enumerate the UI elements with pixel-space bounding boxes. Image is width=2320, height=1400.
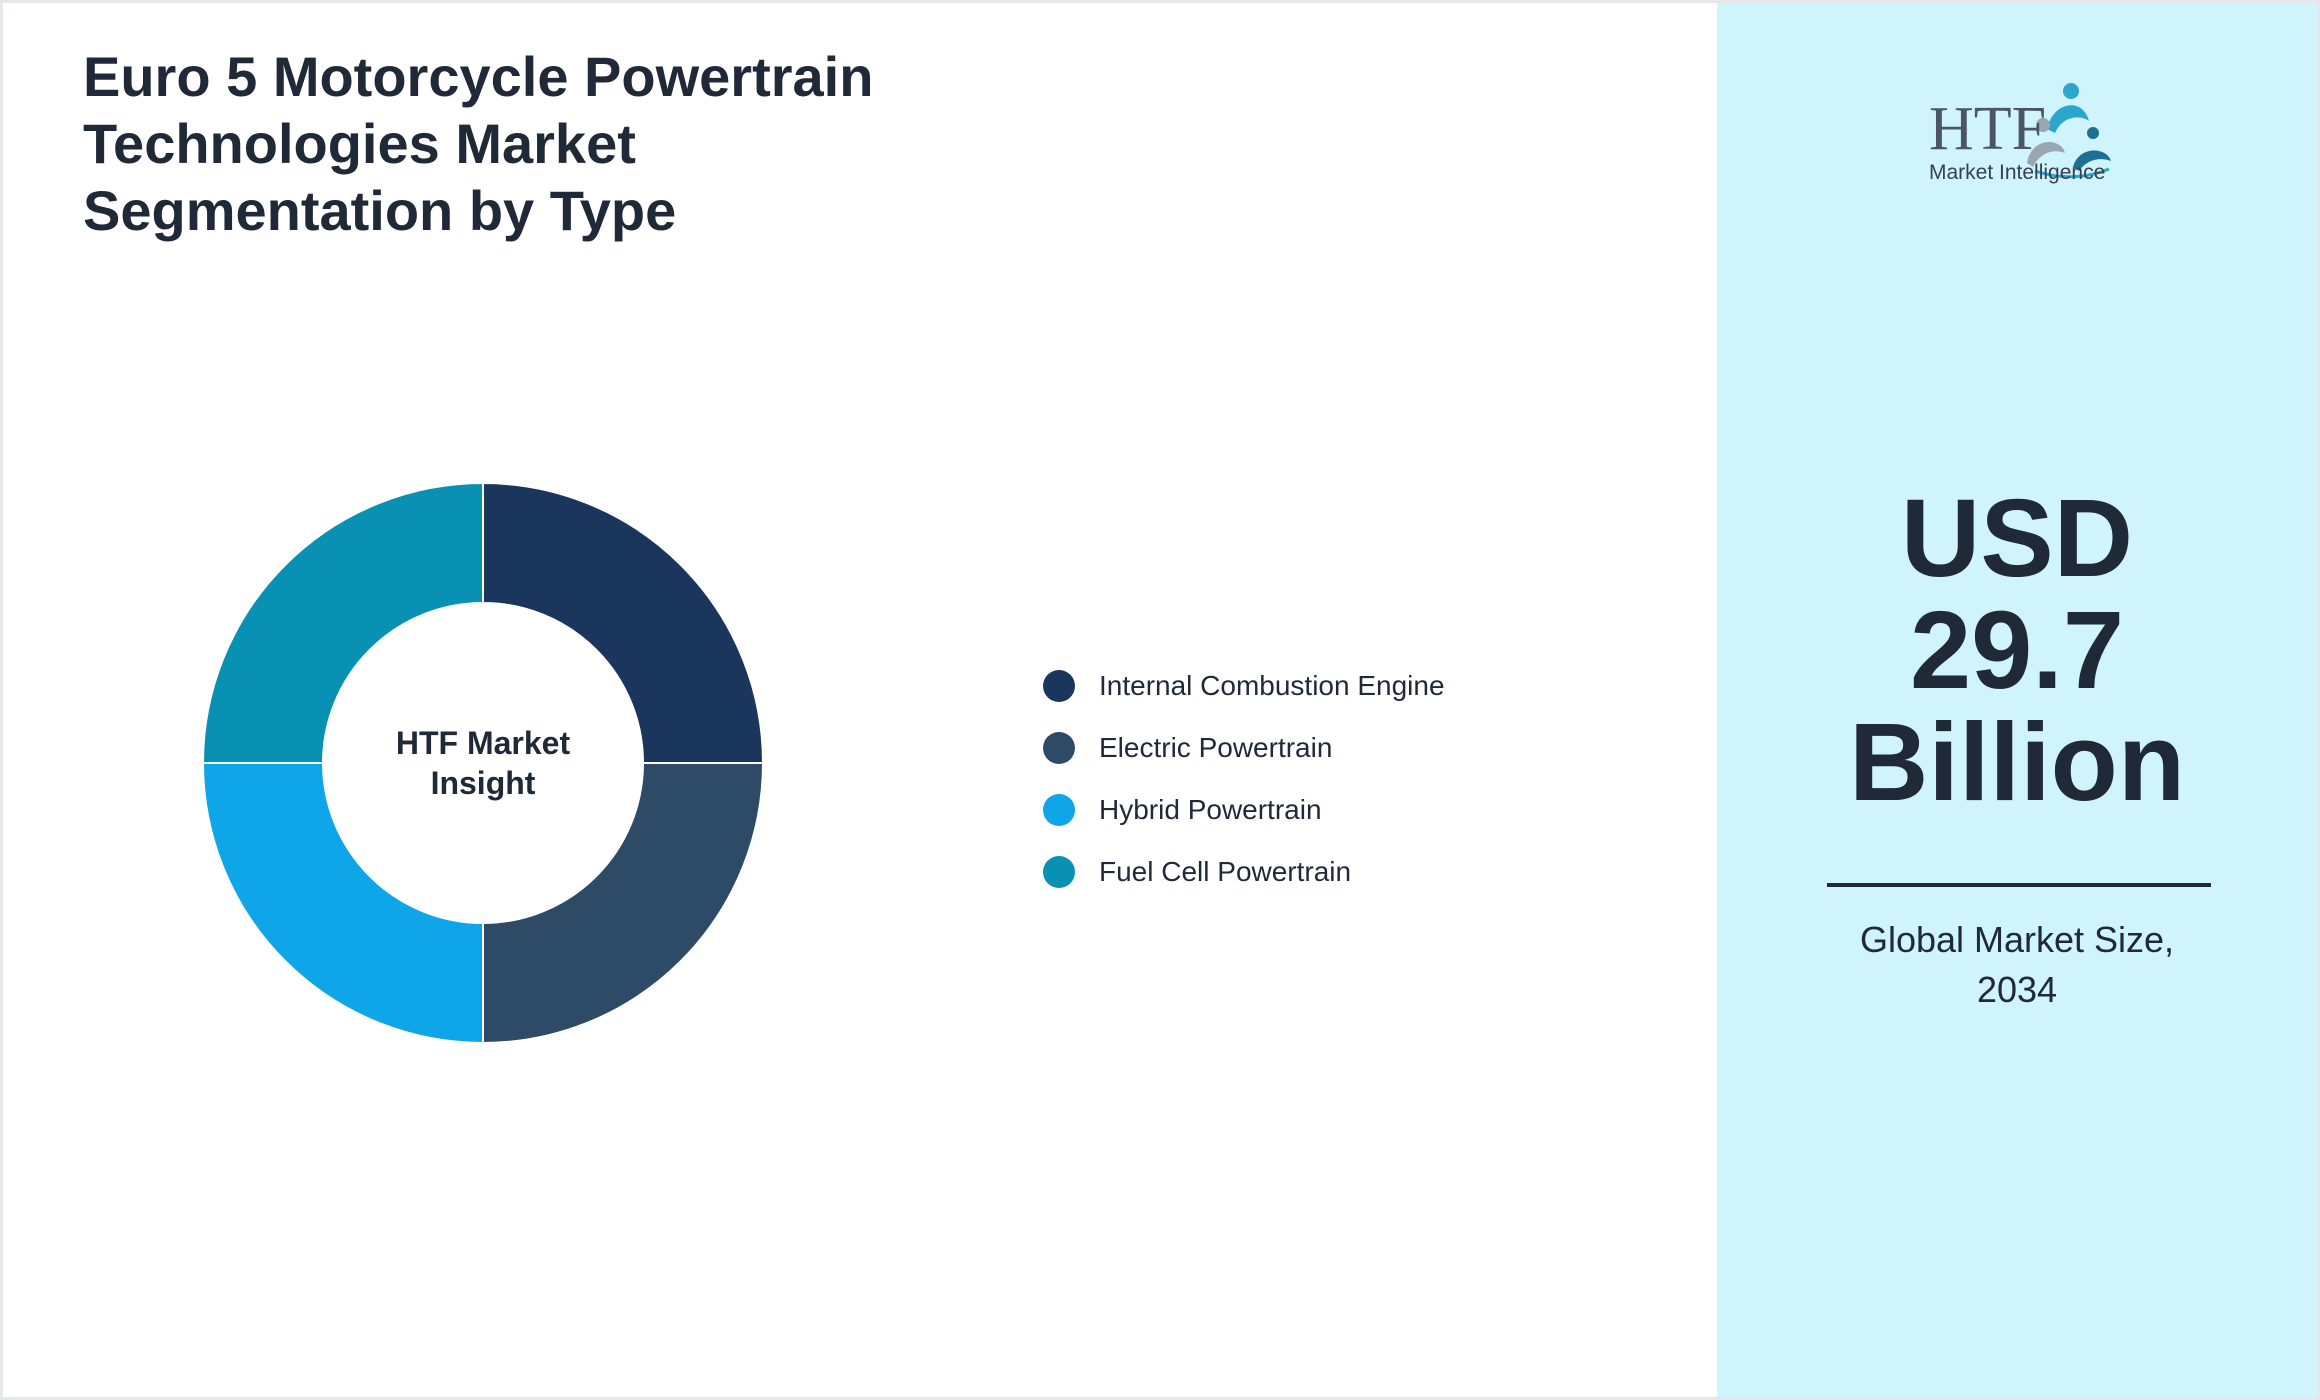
legend-label: Electric Powertrain	[1099, 732, 1333, 763]
legend-label: Fuel Cell Powertrain	[1099, 856, 1352, 887]
htf-figures-logo-icon	[2027, 83, 2111, 179]
legend-item: Hybrid Powertrain	[1043, 779, 1445, 841]
legend-swatch	[1043, 794, 1075, 826]
center-label-line-2: Insight	[431, 765, 536, 801]
donut-slice-1	[482, 481, 765, 764]
market-value-currency: USD	[1900, 477, 2134, 600]
donut-slice-3	[201, 762, 484, 1045]
legend-swatch	[1043, 670, 1075, 702]
market-caption-year: 2034	[1976, 969, 2058, 1010]
logo-subtitle: Market Intelligence	[1929, 161, 2105, 184]
center-label-line-1: HTF Market	[396, 725, 571, 761]
donut-slice-2	[482, 762, 765, 1045]
chart-title: Euro 5 Motorcycle Powertrain Technologie…	[83, 45, 874, 242]
chart-legend: Internal Combustion Engine Electric Power…	[1043, 655, 1445, 903]
logo-wordmark: HTF	[1929, 95, 2046, 163]
legend-swatch	[1043, 732, 1075, 764]
chart-panel: Euro 5 Motorcycle Powertrain Technologie…	[3, 3, 1717, 1397]
legend-item: Fuel Cell Powertrain	[1043, 841, 1445, 903]
market-caption-line-1: Global Market Size,	[1859, 919, 2175, 960]
legend-swatch	[1043, 856, 1075, 888]
divider-line	[1827, 883, 2211, 887]
market-size-panel: HTF Market Intelligence USD 29.7 Billion…	[1717, 3, 2317, 1397]
legend-item: Internal Combustion Engine	[1043, 655, 1445, 717]
infographic-frame: Euro 5 Motorcycle Powertrain Technologie…	[3, 3, 2317, 1397]
legend-label: Hybrid Powertrain	[1099, 794, 1322, 825]
market-caption: Global Market Size, 2034	[1717, 915, 2317, 1015]
donut-chart: HTF Market Insight	[201, 481, 765, 1045]
market-value: USD 29.7 Billion	[1717, 483, 2317, 819]
htf-logo: HTF Market Intelligence	[1929, 83, 2111, 184]
legend-item: Electric Powertrain	[1043, 717, 1445, 779]
donut-slice-4	[201, 481, 484, 764]
market-value-unit: Billion	[1848, 701, 2186, 824]
legend-label: Internal Combustion Engine	[1099, 670, 1445, 701]
market-value-number: 29.7	[1909, 589, 2125, 712]
